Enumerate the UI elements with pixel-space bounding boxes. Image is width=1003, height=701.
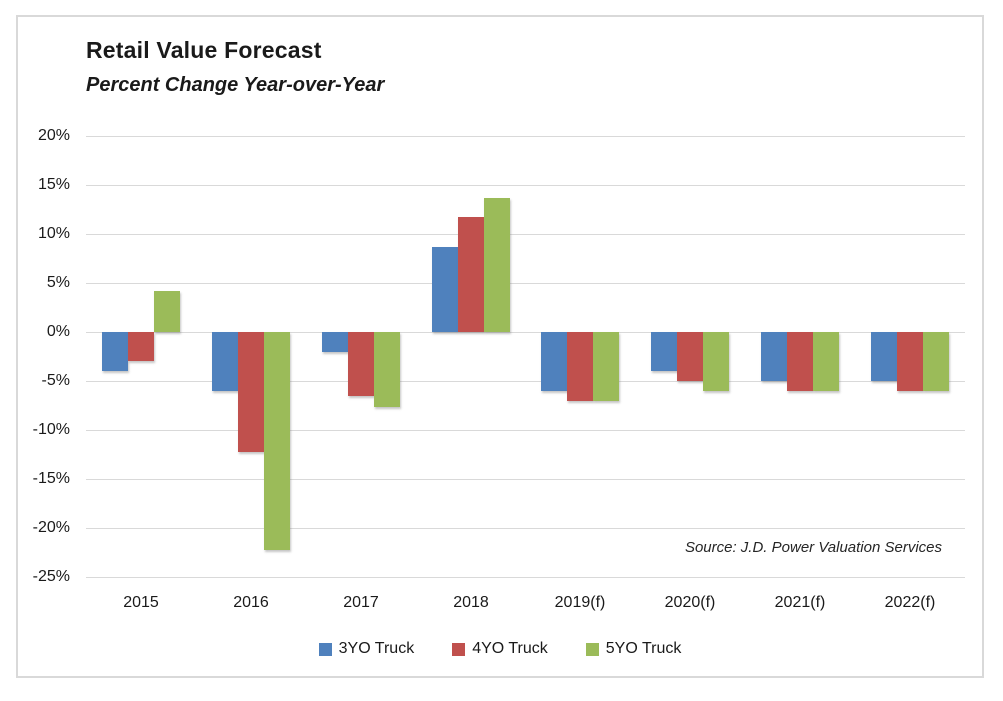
bar-3yo-truck-2017 <box>322 332 348 352</box>
bar-4yo-truck-2015 <box>128 332 154 361</box>
bar-3yo-truck-2020-f <box>651 332 677 371</box>
bar-5yo-truck-2019-f <box>593 332 619 401</box>
legend: 3YO Truck 4YO Truck 5YO Truck <box>18 640 982 658</box>
x-axis-label-2019-f: 2019(f) <box>554 594 606 611</box>
legend-item-4yo-truck: 4YO Truck <box>452 640 548 658</box>
y-tick-label: 15% <box>37 176 70 193</box>
x-axis-label-2021-f: 2021(f) <box>774 594 826 611</box>
gridline--15 <box>86 479 965 480</box>
legend-item-5yo-truck: 5YO Truck <box>585 640 682 658</box>
bar-3yo-truck-2015 <box>102 332 128 371</box>
gridline-5 <box>86 283 965 284</box>
x-axis-label-2022-f: 2022(f) <box>884 594 936 611</box>
bar-4yo-truck-2022-f <box>897 332 923 391</box>
x-axis-label-2020-f: 2020(f) <box>664 594 716 611</box>
bar-3yo-truck-2019-f <box>541 332 567 391</box>
chart-subtitle: Percent Change Year-over-Year <box>86 74 385 96</box>
y-tick-label: 5% <box>46 274 70 291</box>
bar-4yo-truck-2018 <box>458 217 484 332</box>
x-axis-label-2016: 2016 <box>233 594 269 611</box>
source-note: Source: J.D. Power Valuation Services <box>684 539 942 556</box>
bar-4yo-truck-2016 <box>238 332 264 452</box>
legend-swatch-icon <box>318 642 332 656</box>
gridline-15 <box>86 185 965 186</box>
bar-4yo-truck-2021-f <box>787 332 813 391</box>
y-tick-label: -5% <box>41 372 70 389</box>
y-tick-label: 20% <box>37 127 70 144</box>
bar-5yo-truck-2021-f <box>813 332 839 391</box>
gridline-0 <box>86 332 965 333</box>
bar-4yo-truck-2020-f <box>677 332 703 381</box>
legend-item-3yo-truck: 3YO Truck <box>318 640 415 658</box>
legend-label: 5YO Truck <box>605 640 682 657</box>
gridline--25 <box>86 577 965 578</box>
legend-label: 3YO Truck <box>338 640 415 657</box>
plot-area <box>86 136 965 578</box>
bar-3yo-truck-2022-f <box>871 332 897 381</box>
bar-5yo-truck-2020-f <box>703 332 729 391</box>
x-axis-label-2015: 2015 <box>123 594 159 611</box>
x-axis-label-2018: 2018 <box>453 594 489 611</box>
bar-3yo-truck-2018 <box>432 247 458 332</box>
y-tick-label: -10% <box>32 421 70 438</box>
bar-5yo-truck-2022-f <box>923 332 949 391</box>
gridline--5 <box>86 381 965 382</box>
bar-5yo-truck-2016 <box>264 332 290 550</box>
bar-4yo-truck-2017 <box>348 332 374 396</box>
y-tick-label: 0% <box>46 323 70 340</box>
gridline-20 <box>86 136 965 137</box>
gridline--10 <box>86 430 965 431</box>
bar-4yo-truck-2019-f <box>567 332 593 401</box>
bar-5yo-truck-2015 <box>154 291 180 332</box>
y-tick-label: -25% <box>32 568 70 585</box>
chart-frame: Retail Value Forecast Percent Change Yea… <box>16 15 984 678</box>
y-tick-label: -15% <box>32 470 70 487</box>
bar-3yo-truck-2021-f <box>761 332 787 381</box>
bar-5yo-truck-2018 <box>484 198 510 332</box>
bar-3yo-truck-2016 <box>212 332 238 391</box>
legend-label: 4YO Truck <box>472 640 548 657</box>
chart-title: Retail Value Forecast <box>86 37 322 63</box>
gridline-10 <box>86 234 965 235</box>
y-tick-label: 10% <box>37 225 70 242</box>
legend-swatch-icon <box>452 642 466 656</box>
y-tick-label: -20% <box>32 519 70 536</box>
legend-swatch-icon <box>585 642 599 656</box>
gridline--20 <box>86 528 965 529</box>
bar-5yo-truck-2017 <box>374 332 400 407</box>
x-axis-label-2017: 2017 <box>343 594 379 611</box>
